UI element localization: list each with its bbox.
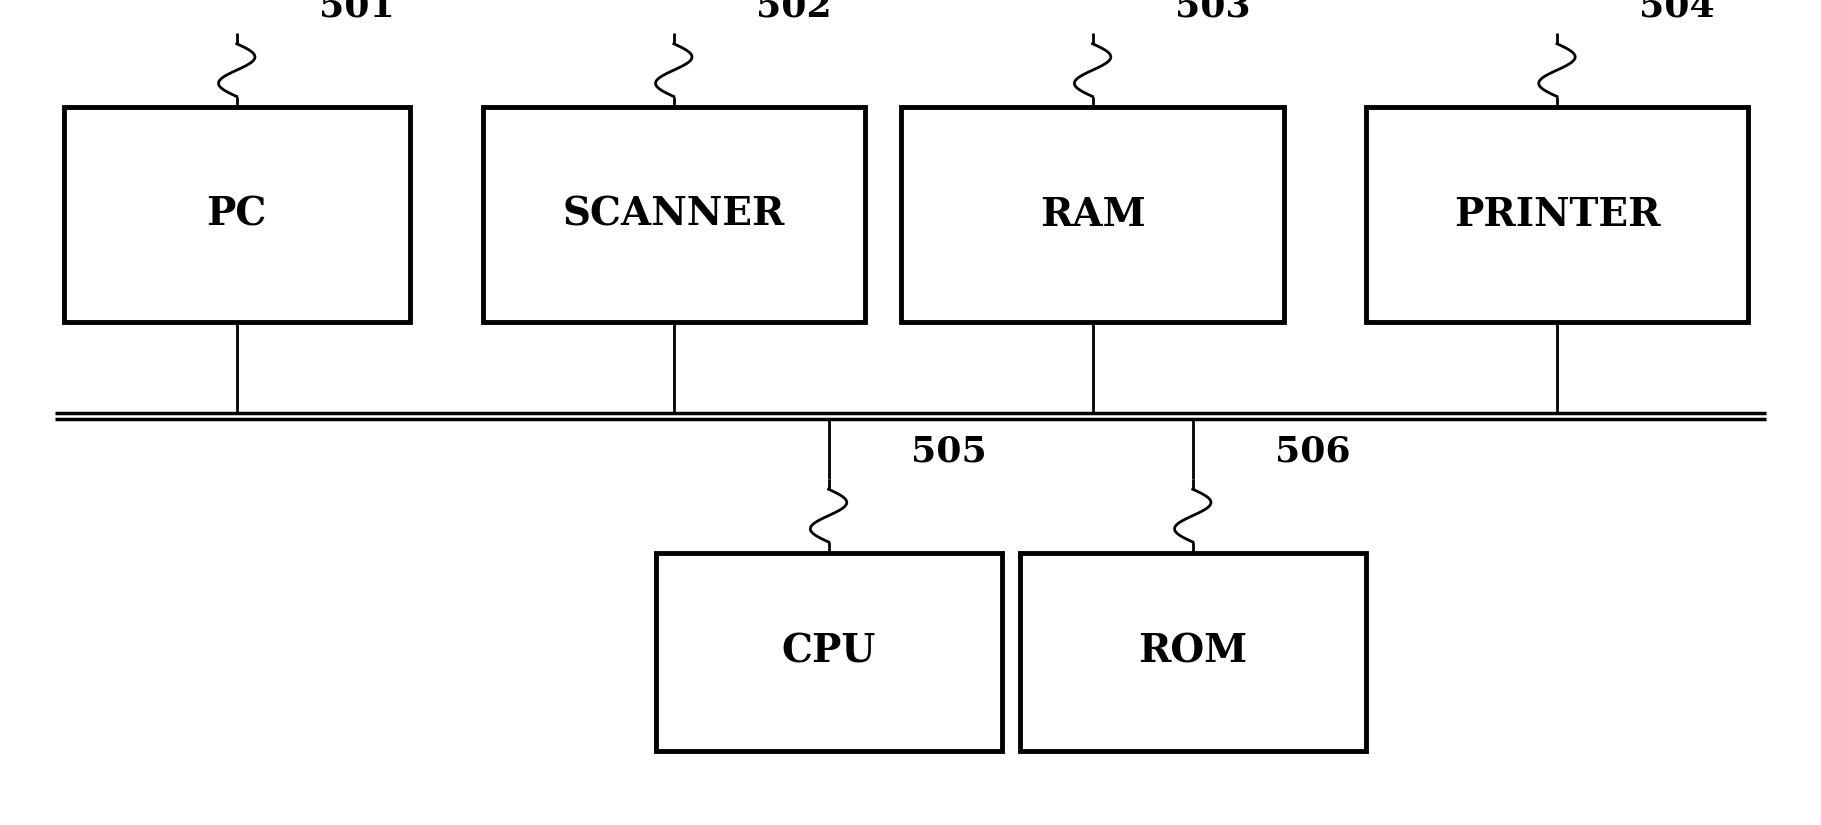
Bar <box>1020 553 1366 751</box>
Text: 501: 501 <box>319 0 395 23</box>
Text: 506: 506 <box>1275 435 1351 469</box>
Bar <box>483 107 865 322</box>
Text: ROM: ROM <box>1138 633 1247 671</box>
Bar <box>901 107 1284 322</box>
Text: PRINTER: PRINTER <box>1453 196 1661 233</box>
Bar <box>1366 107 1748 322</box>
Text: PC: PC <box>206 196 268 233</box>
Bar <box>656 553 1002 751</box>
Bar <box>64 107 410 322</box>
Text: 502: 502 <box>756 0 832 23</box>
Text: 505: 505 <box>910 435 987 469</box>
Text: 503: 503 <box>1175 0 1251 23</box>
Text: SCANNER: SCANNER <box>563 196 785 233</box>
Text: RAM: RAM <box>1040 196 1145 233</box>
Text: CPU: CPU <box>781 633 876 671</box>
Text: 504: 504 <box>1639 0 1715 23</box>
